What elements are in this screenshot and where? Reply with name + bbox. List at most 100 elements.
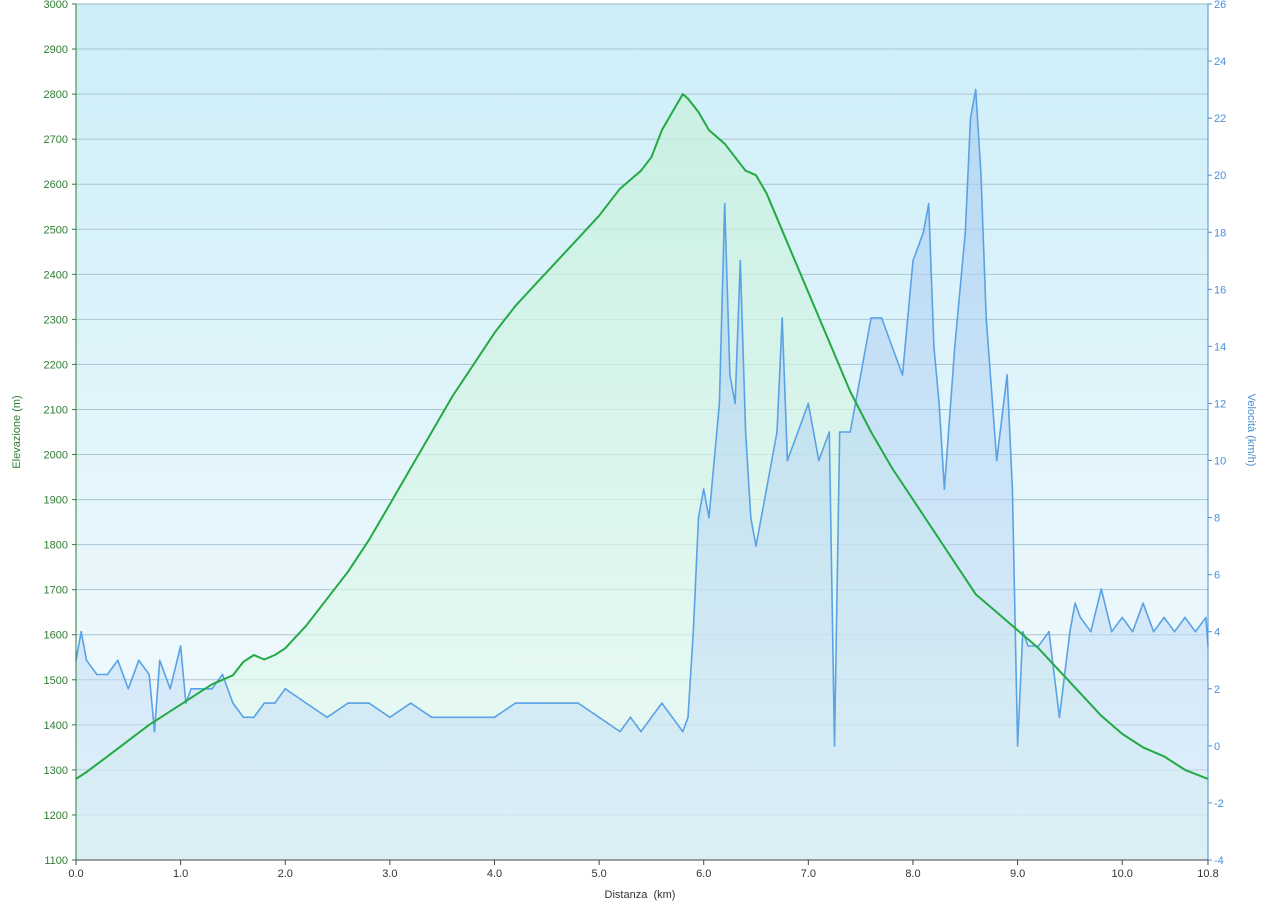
- elevation-line: [75, 93, 1209, 780]
- elevation-point: [1163, 755, 1165, 758]
- speed-point: [1131, 630, 1134, 633]
- x-tick-label: 6.0: [696, 868, 711, 880]
- elevation-point: [253, 654, 255, 656]
- speed-point: [1205, 616, 1207, 619]
- elevation-point: [368, 539, 370, 541]
- elevation-point: [472, 363, 475, 366]
- speed-point: [1069, 630, 1071, 633]
- elevation-point: [326, 597, 328, 600]
- elevation-point: [974, 593, 977, 595]
- elevation-point: [190, 697, 192, 699]
- elevation-point: [1184, 769, 1186, 771]
- speed-point: [409, 702, 412, 704]
- speed-point: [263, 702, 266, 704]
- speed-point: [514, 702, 517, 704]
- elevation-point: [1016, 629, 1019, 632]
- x-tick-label: 7.0: [801, 868, 816, 880]
- elevation-point: [127, 739, 130, 742]
- speed-point: [744, 431, 747, 433]
- elevation-point: [723, 142, 726, 145]
- speed-point: [1194, 630, 1197, 633]
- speed-point: [1110, 630, 1113, 633]
- elevation-point: [577, 237, 579, 240]
- elevation-point: [870, 431, 872, 433]
- elevation-point: [514, 305, 517, 307]
- elevation-point: [995, 611, 998, 614]
- left-tick-label: 1100: [44, 855, 68, 867]
- speed-point: [797, 431, 799, 433]
- elevation-point: [744, 169, 747, 172]
- right-tick-label: 10: [1214, 456, 1226, 468]
- speed-point: [117, 659, 119, 662]
- right-tick-label: 18: [1214, 227, 1226, 239]
- speed-point: [556, 702, 559, 704]
- speed-point: [765, 488, 768, 490]
- speed-point: [938, 402, 940, 405]
- speed-point: [577, 702, 579, 704]
- speed-point: [734, 402, 736, 405]
- speed-point: [776, 431, 778, 433]
- left-tick-label: 2400: [44, 269, 68, 281]
- speed-point: [723, 202, 726, 205]
- speed-point: [158, 659, 161, 662]
- left-axis-ticks: 1100 1200 1300 1400 1500 1600 1700 1800 1900 2000…: [44, 0, 76, 867]
- elevation-point: [263, 658, 266, 661]
- elevation-point: [1121, 733, 1124, 735]
- y2-axis-label: Velocità (km/h): [1245, 394, 1257, 467]
- elevation-point: [556, 260, 559, 262]
- speed-area: [76, 89, 1208, 861]
- speed-point: [807, 402, 810, 405]
- elevation-point: [409, 467, 412, 469]
- right-tick-label: 24: [1214, 56, 1226, 68]
- speed-point: [661, 702, 663, 704]
- speed-point: [828, 431, 831, 433]
- x-tick-label: 3.0: [382, 868, 397, 880]
- left-tick-label: 2200: [44, 359, 68, 371]
- speed-point: [1058, 716, 1061, 719]
- elevation-point: [242, 660, 245, 663]
- speed-point: [169, 688, 171, 690]
- speed-point: [833, 745, 836, 747]
- speed-point: [713, 459, 715, 462]
- elevation-point: [671, 111, 674, 113]
- left-tick-label: 2900: [44, 44, 68, 56]
- elevation-point: [1079, 692, 1082, 695]
- speed-point: [598, 716, 600, 719]
- right-tick-label: 2: [1214, 684, 1220, 696]
- speed-point: [838, 431, 841, 433]
- speed-point: [221, 673, 224, 676]
- speed-point: [430, 716, 433, 719]
- elevation-point: [682, 93, 684, 95]
- speed-point: [718, 402, 721, 405]
- speed-point: [1006, 374, 1008, 376]
- speed-point: [682, 730, 684, 733]
- elevation-point: [430, 431, 433, 433]
- speed-point: [137, 659, 140, 662]
- speed-point: [211, 688, 213, 690]
- speed-point: [969, 117, 972, 119]
- speed-point: [127, 688, 130, 690]
- left-tick-label: 3000: [44, 0, 68, 11]
- speed-point: [1027, 645, 1029, 647]
- right-tick-label: 6: [1214, 570, 1220, 582]
- speed-point: [708, 516, 710, 519]
- speed-point: [1121, 616, 1124, 619]
- speed-point: [901, 374, 904, 376]
- speed-point: [190, 688, 192, 690]
- speed-point: [729, 374, 731, 376]
- elevation-point: [828, 341, 831, 343]
- speed-point: [1163, 616, 1165, 619]
- elevation-point: [85, 771, 88, 773]
- elevation-point: [148, 724, 151, 726]
- elevation-point: [807, 291, 810, 294]
- speed-point: [786, 459, 789, 462]
- speed-point: [954, 345, 956, 348]
- speed-area-layer: [76, 89, 1208, 861]
- elevation-point: [169, 710, 171, 713]
- left-tick-label: 2700: [44, 134, 68, 146]
- elevation-point: [891, 467, 893, 469]
- left-tick-label: 2000: [44, 450, 68, 462]
- right-tick-label: 0: [1214, 741, 1220, 753]
- left-tick-label: 1900: [44, 495, 68, 507]
